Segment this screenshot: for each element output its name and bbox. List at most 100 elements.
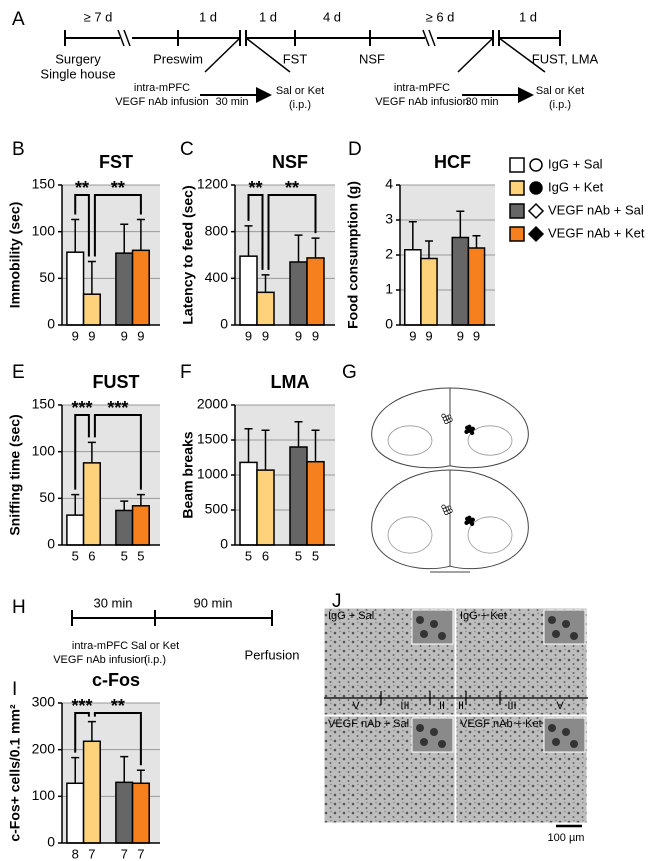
error-bar: [71, 493, 80, 516]
inset-cell: [570, 740, 578, 748]
error-bar: [244, 225, 253, 257]
label: IgG + Sal: [328, 610, 374, 622]
y-tick-label: 3: [385, 211, 393, 227]
injection-site: [444, 419, 449, 424]
n-label: 7: [137, 846, 144, 861]
significance-label: ***: [72, 696, 93, 716]
line: [245, 37, 291, 73]
error-bar: [311, 237, 320, 258]
n-label: 5: [121, 548, 128, 563]
inset-cell: [430, 620, 438, 628]
bar: [256, 469, 275, 546]
y-tick-label: 50: [39, 269, 55, 285]
y-tick-label: 2: [385, 246, 393, 262]
label: 30 min: [93, 595, 132, 610]
bar: [115, 252, 134, 326]
y-axis-label: Beam breaks: [180, 431, 196, 518]
bar: [306, 460, 325, 546]
label: V: [556, 700, 564, 712]
bar: [306, 257, 325, 326]
label: 30 min: [215, 96, 248, 108]
inset-cell: [548, 724, 556, 732]
significance-bracket: [267, 194, 317, 270]
label: 100 µm: [548, 832, 585, 844]
bar: [289, 261, 308, 326]
legend-symbol: [527, 202, 545, 220]
y-tick-label: 200: [32, 740, 56, 756]
label: H: [12, 597, 26, 618]
y-tick-label: 0: [220, 536, 228, 552]
injection-site: [469, 430, 475, 435]
significance-label: ***: [72, 398, 93, 418]
y-tick-label: 1500: [197, 431, 228, 447]
bar: [467, 247, 486, 326]
label: IgG + Ket: [460, 610, 507, 622]
significance-label: **: [111, 178, 125, 198]
error-bar: [311, 429, 320, 462]
n-label: 9: [425, 328, 432, 343]
legend-swatch: [509, 203, 525, 219]
legend-symbol: [527, 225, 545, 243]
y-tick-label: 0: [47, 536, 55, 552]
n-label: 9: [457, 328, 464, 343]
label: IgG + Ket: [548, 179, 604, 194]
label: J: [332, 591, 342, 612]
label: intra-mPFC: [134, 82, 190, 94]
bar: [82, 740, 101, 844]
n-label: 9: [245, 328, 252, 343]
label: B: [12, 139, 25, 160]
brain-region: [467, 516, 513, 554]
line: [457, 37, 494, 73]
label: intra-mPFC: [72, 640, 128, 652]
inset-cell: [438, 740, 446, 748]
inset-cell: [416, 616, 424, 624]
significance-label: **: [248, 178, 262, 198]
y-tick-label: 100: [32, 222, 56, 238]
label: VEGF nAb + Sal: [328, 718, 409, 730]
n-label: 9: [409, 328, 416, 343]
y-tick-label: 400: [205, 269, 229, 285]
y-tick-label: 50: [39, 489, 55, 505]
y-tick-label: 300: [32, 694, 56, 710]
line: [204, 37, 241, 73]
injection-site: [464, 429, 469, 434]
label: 90 min: [193, 595, 232, 610]
bar: [131, 505, 150, 546]
n-label: 9: [88, 328, 95, 343]
n-label: 9: [137, 328, 144, 343]
inset-cell: [548, 616, 556, 624]
y-tick-label: 0: [385, 316, 393, 332]
error-bar: [120, 755, 129, 783]
chart-title: FST: [99, 152, 133, 172]
injection-site: [469, 521, 475, 526]
significance-label: **: [111, 696, 125, 716]
label: D: [348, 139, 362, 160]
inset-cell: [552, 738, 560, 746]
label: Perfusion: [245, 647, 300, 662]
y-tick-label: 0: [47, 834, 55, 850]
error-bar: [261, 429, 270, 471]
injection-site: [464, 520, 469, 525]
y-tick-label: 2000: [197, 396, 228, 412]
chart-title: FUST: [93, 372, 140, 392]
y-axis-label: Immobility (sec): [7, 202, 23, 309]
significance-bracket: [74, 712, 90, 753]
line: [422, 29, 430, 47]
label: (i.p.): [144, 654, 166, 666]
error-bar: [136, 218, 145, 251]
significance-label: **: [285, 178, 299, 198]
error-bar: [71, 756, 80, 784]
n-label: 9: [121, 328, 128, 343]
label: 1 d: [259, 9, 277, 24]
y-tick-label: 100: [32, 442, 56, 458]
label: Preswim: [153, 51, 203, 66]
legend-swatch: [509, 157, 525, 173]
bar: [66, 514, 85, 546]
label: III: [400, 700, 409, 712]
n-label: 6: [262, 548, 269, 563]
y-tick-label: 0: [47, 316, 55, 332]
label: 1 d: [199, 9, 217, 24]
significance-label: ***: [107, 398, 128, 418]
label: IgG + Sal: [548, 156, 603, 171]
